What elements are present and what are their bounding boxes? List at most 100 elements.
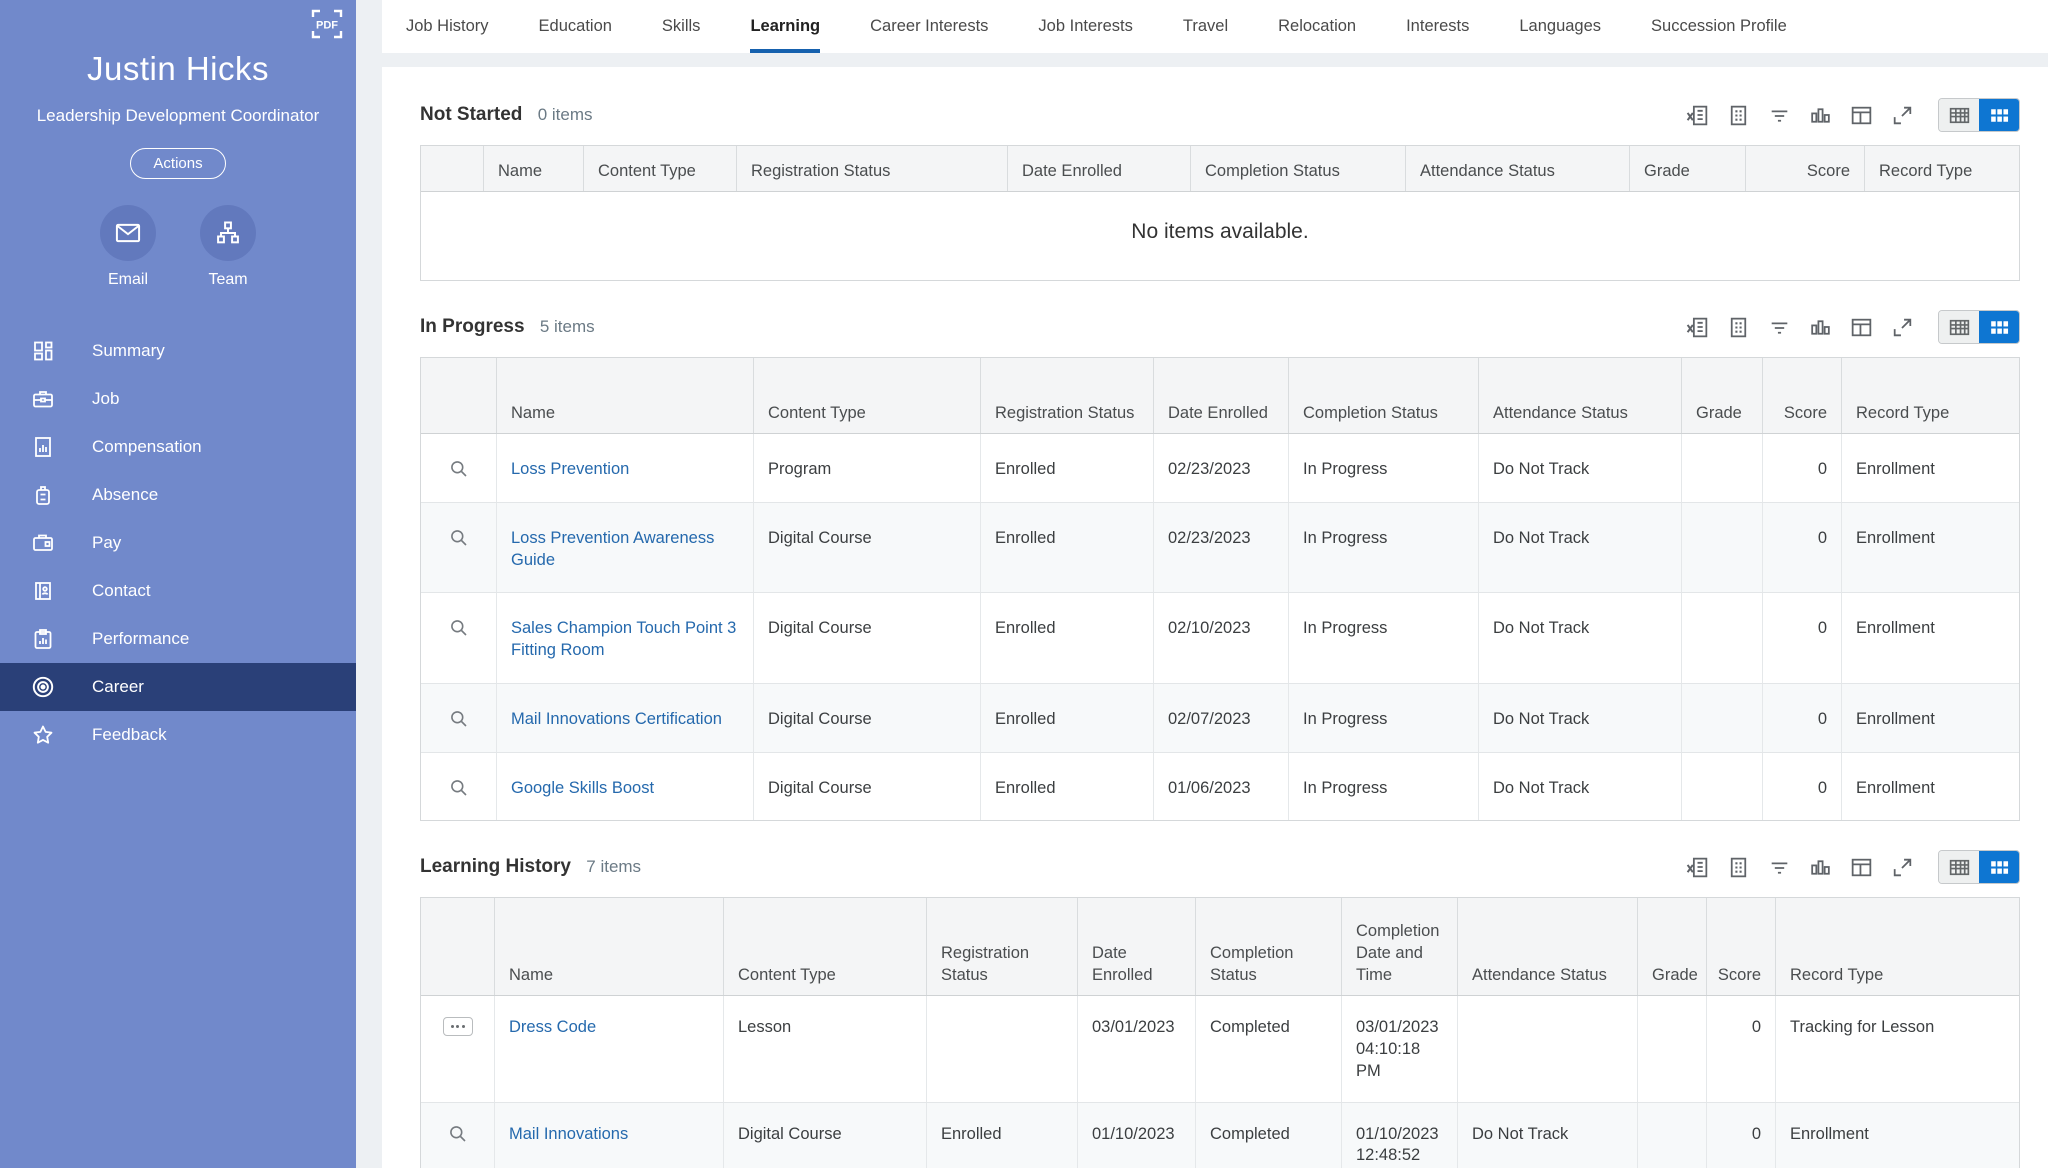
export-to-worksheets-icon[interactable] [1725,854,1751,880]
filter-icon[interactable] [1766,102,1792,128]
filter-icon[interactable] [1766,854,1792,880]
column-header-registration-status: Registration Status [927,898,1078,996]
expand-icon[interactable] [1889,314,1915,340]
tab-skills[interactable]: Skills [661,17,701,35]
table-row: Google Skills Boost Digital Course Enrolle… [421,752,2019,821]
sidebar-item-feedback[interactable]: Feedback [0,711,356,759]
chart-icon[interactable] [1807,854,1833,880]
tab-languages[interactable]: Languages [1519,17,1602,35]
grid-view-button[interactable] [1979,311,2019,343]
sidebar-item-label: Summary [92,341,165,360]
team-button[interactable]: Team [200,205,256,289]
tab-interests[interactable]: Interests [1406,17,1470,35]
column-header-content-type: Content Type [584,146,737,191]
chart-icon[interactable] [1807,314,1833,340]
briefcase-icon [30,386,56,412]
tab-education[interactable]: Education [538,17,612,35]
toggle-panels-icon[interactable] [1848,854,1874,880]
cell-record-type: Tracking for Lesson [1790,1018,1935,1037]
item-link[interactable]: Loss Prevention [511,460,630,478]
item-link[interactable]: Mail Innovations Certification [511,709,722,728]
sidebar-item-career[interactable]: Career [0,663,356,711]
related-actions-ellipsis-icon[interactable] [442,1017,473,1037]
cell-completion-date-time: 01/10/2023 12:48:52 PM [1342,1102,1458,1168]
tab-job-interests[interactable]: Job Interests [1038,17,1133,35]
cell-completion-status: In Progress [1289,593,1479,683]
preview-magnifier-icon[interactable] [449,459,469,481]
filter-icon[interactable] [1766,314,1792,340]
export-to-excel-icon[interactable] [1684,314,1710,340]
section-item-count: 7 items [586,857,642,877]
cell-record-type: Enrollment [1790,1124,1869,1143]
column-header-date-enrolled: Date Enrolled [1008,146,1191,191]
section-title: In Progress 5 items [420,316,595,338]
preview-magnifier-icon[interactable] [448,1124,468,1168]
grid-view-button[interactable] [1979,99,2019,131]
cell-grade [1682,434,1763,502]
tab-travel[interactable]: Travel [1182,17,1229,35]
preview-magnifier-icon[interactable] [449,709,469,731]
tab-career-interests[interactable]: Career Interests [870,17,989,35]
sidebar-item-label: Absence [92,485,159,504]
item-link[interactable]: Loss Prevention Awareness Guide [511,528,715,569]
tab-job-history[interactable]: Job History [406,17,489,35]
cell-registration-status: Enrolled [981,683,1154,752]
absence-icon [30,482,56,508]
sidebar-item-pay[interactable]: Pay [0,519,356,567]
cell-record-type: Enrollment [1856,528,1935,547]
column-header-registration-status: Registration Status [737,146,1008,191]
preview-magnifier-icon[interactable] [449,528,469,572]
table-view-button[interactable] [1939,99,1979,131]
sidebar-item-summary[interactable]: Summary [0,327,356,375]
sidebar-item-contact[interactable]: Contact [0,567,356,615]
sidebar-item-performance[interactable]: Performance [0,615,356,663]
tab-succession-profile[interactable]: Succession Profile [1651,17,1787,35]
export-to-excel-icon[interactable] [1684,102,1710,128]
sidebar-item-compensation[interactable]: Compensation [0,423,356,471]
expand-icon[interactable] [1889,102,1915,128]
row-actions-cell [421,502,497,593]
cell-grade [1682,683,1763,752]
toggle-panels-icon[interactable] [1848,102,1874,128]
expand-icon[interactable] [1889,854,1915,880]
summary-icon [30,338,56,364]
sidebar-item-job[interactable]: Job [0,375,356,423]
email-button[interactable]: Email [100,205,156,289]
grid-view-button[interactable] [1979,851,2019,884]
chart-icon[interactable] [1807,102,1833,128]
export-to-worksheets-icon[interactable] [1725,102,1751,128]
feedback-icon [30,722,56,748]
cell-record-type: Enrollment [1856,709,1935,728]
cell-score: 0 [1707,996,1776,1102]
item-link[interactable]: Google Skills Boost [511,778,655,797]
preview-magnifier-icon[interactable] [449,778,469,800]
team-label: Team [208,271,248,288]
tab-relocation[interactable]: Relocation [1278,17,1357,35]
cell-attendance-status: Do Not Track [1479,593,1682,683]
toggle-panels-icon[interactable] [1848,314,1874,340]
column-header-attendance-status: Attendance Status [1406,146,1630,191]
item-link[interactable]: Sales Champion Touch Point 3 Fitting Roo… [511,619,737,660]
cell-grade [1682,752,1763,821]
column-header-content-type: Content Type [754,358,981,433]
tab-learning[interactable]: Learning [750,0,820,53]
cell-attendance-status: Do Not Track [1479,752,1682,821]
export-pdf-icon[interactable]: PDF [310,8,344,40]
export-to-excel-icon[interactable] [1684,854,1710,880]
item-link[interactable]: Dress Code [509,1018,597,1037]
column-header-name: Name [497,358,754,433]
email-icon [100,205,156,261]
cell-record-type: Enrollment [1856,778,1935,797]
item-link[interactable]: Mail Innovations [509,1124,629,1143]
cell-registration-status: Enrolled [981,752,1154,821]
sidebar-item-absence[interactable]: Absence [0,471,356,519]
cell-name: Mail Innovations [495,1102,724,1168]
cell-grade [1638,1102,1707,1168]
actions-button[interactable]: Actions [130,148,226,179]
preview-magnifier-icon[interactable] [449,618,469,662]
export-to-worksheets-icon[interactable] [1725,314,1751,340]
sidebar-nav: Summary Job Compensation Absence Pay Con… [0,327,356,759]
table-view-button[interactable] [1939,311,1979,343]
column-header-score: Score [1746,146,1865,191]
table-view-button[interactable] [1939,851,1979,884]
